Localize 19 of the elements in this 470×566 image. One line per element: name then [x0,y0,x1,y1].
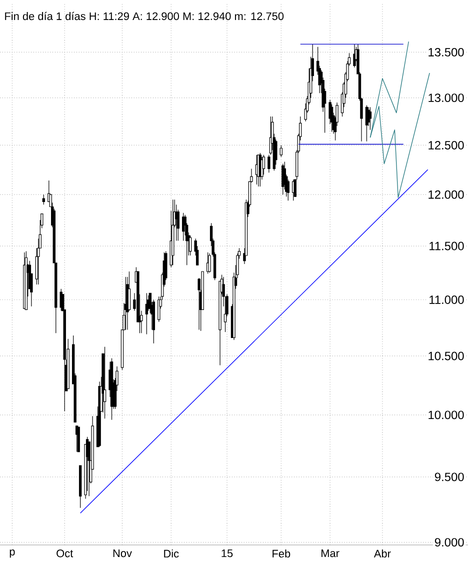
y-tick-label: 9.500 [434,472,464,482]
x-tick-label: Feb [272,549,290,558]
x-tick-label: Oct [56,549,74,558]
y-tick-label: 13.500 [428,48,464,56]
x-tick-label: Nov [113,549,132,558]
x-tick-label: 15 [222,549,233,558]
y-tick-label: 9.000 [434,538,464,547]
y-tick-label: 10.000 [428,410,464,420]
y-tick-label: 11.000 [430,296,464,304]
y-tick-label: 12.500 [428,141,464,150]
y-tick-label: 13.000 [428,94,464,102]
x-tick-label: Mar [322,549,340,558]
x-tick-label: Dic [164,549,179,558]
y-tick-label: 12.000 [428,190,464,199]
y-tick-label: 10.500 [428,352,464,360]
text: Fin de día 1 días H: 11:29 A: 12.900 M: 12.940 m: 12.750 [5,12,284,20]
x-tick-label: p [10,549,15,558]
y-tick-label: 11.500 [430,242,464,250]
x-tick-label: Abr [374,549,391,558]
